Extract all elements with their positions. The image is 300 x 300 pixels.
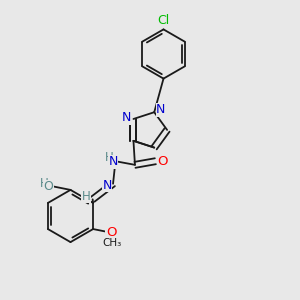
Text: H: H: [40, 177, 49, 190]
Text: N: N: [156, 103, 166, 116]
Text: Cl: Cl: [158, 14, 169, 28]
Text: O: O: [158, 155, 168, 168]
Text: O: O: [44, 180, 53, 194]
Text: N: N: [122, 111, 131, 124]
Text: O: O: [106, 226, 116, 239]
Text: CH₃: CH₃: [102, 238, 121, 248]
Text: H: H: [104, 151, 113, 164]
Text: N: N: [102, 179, 112, 192]
Text: H: H: [82, 190, 90, 203]
Text: N: N: [108, 155, 118, 168]
